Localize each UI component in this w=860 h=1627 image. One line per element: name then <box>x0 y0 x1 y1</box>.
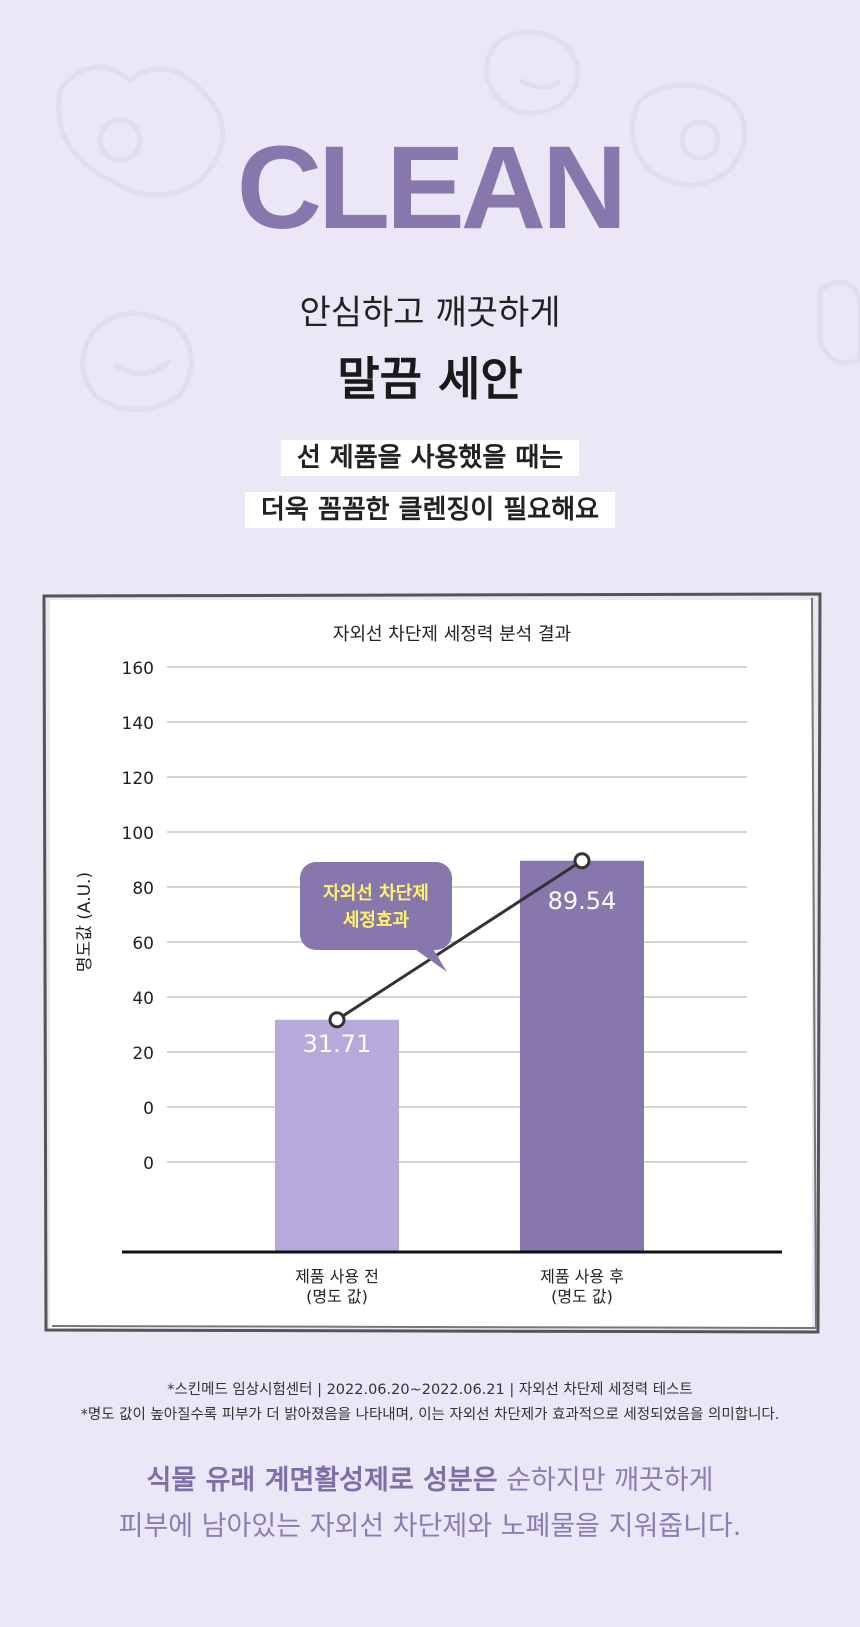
y-tick-label: 100 <box>122 824 154 844</box>
headline: CLEAN <box>236 122 627 254</box>
data-label: 31.71 <box>303 1030 372 1058</box>
y-tick-label: 160 <box>122 659 154 679</box>
tagline-line1-text: 선 제품을 사용했을 때는 <box>280 440 580 476</box>
trend-line <box>328 852 591 1029</box>
subtitle-line1: 안심하고 깨끗하게 <box>299 293 561 333</box>
category-label: 제품 사용 전 <box>295 1267 379 1286</box>
bottom-copy-line1: 식물 유래 계면활성제로 성분은 순하지만 깨끗하게 <box>0 1458 860 1497</box>
y-axis-label: 명도값 (A.U.) <box>75 872 95 972</box>
bars <box>275 860 644 1252</box>
bar <box>520 860 644 1252</box>
y-tick-label: 120 <box>122 769 154 789</box>
callout-tail <box>412 947 447 972</box>
callout-line1: 자외선 차단제 <box>323 883 429 904</box>
footnote-line1: *스킨메드 임상시험센터 | 2022.06.20~2022.06.21 | 자… <box>167 1382 693 1398</box>
callout-line2: 세정효과 <box>343 910 410 931</box>
doodle-decoration <box>56 29 860 413</box>
bottom-copy-emphasis: 식물 유래 계면활성제로 성분은 <box>146 1465 498 1496</box>
trend-line-segment <box>336 859 583 1022</box>
data-labels: 31.71 89.54 <box>303 887 617 1058</box>
y-ticks: 160 140 120 100 80 60 40 20 0 0 <box>122 659 154 1174</box>
tagline-line2-text: 더욱 꼼꼼한 클렌징이 필요해요 <box>244 492 616 528</box>
y-tick-label: 20 <box>132 1044 154 1064</box>
subtitle-line2: 말끔 세안 <box>337 352 523 406</box>
y-tick-label: 40 <box>132 989 154 1009</box>
chart-title: 자외선 차단제 세정력 분석 결과 <box>333 624 571 645</box>
y-tick-label: 140 <box>122 714 154 734</box>
chart-panel: 자외선 차단제 세정력 분석 결과 명도값 (A.U.) 160 140 120 10… <box>42 592 822 1334</box>
footnote-line2: *명도 값이 높아질수록 피부가 더 밝아졌음을 나타내며, 이는 자외선 차단… <box>80 1407 780 1423</box>
chart-background <box>50 600 812 1328</box>
trend-point <box>573 852 591 870</box>
category-label: (명도 값) <box>306 1287 368 1306</box>
chart-border-shadow <box>51 597 818 1330</box>
chart-border <box>42 592 822 1334</box>
callout-box <box>300 862 452 950</box>
tagline-line1: 선 제품을 사용했을 때는 <box>0 437 860 476</box>
tagline-line2: 더욱 꼼꼼한 클렌징이 필요해요 <box>0 489 860 528</box>
bar <box>275 1019 399 1252</box>
bar-chart: 자외선 차단제 세정력 분석 결과 명도값 (A.U.) 160 140 120 10… <box>42 592 822 1334</box>
callout-bubble: 자외선 차단제 세정효과 <box>300 862 452 972</box>
grid-lines <box>167 666 747 1163</box>
category-label: (명도 값) <box>551 1287 613 1306</box>
category-labels: 제품 사용 전(명도 값)제품 사용 후(명도 값) <box>295 1267 624 1306</box>
bottom-copy-line2: 피부에 남아있는 자외선 차단제와 노폐물을 지워줍니다. <box>118 1511 742 1542</box>
category-label: 제품 사용 후 <box>540 1267 624 1286</box>
bottom-copy-rest: 순하지만 깨끗하게 <box>497 1465 714 1496</box>
y-tick-label: 60 <box>132 934 154 954</box>
trend-point <box>328 1011 346 1029</box>
data-label: 89.54 <box>548 887 617 915</box>
y-tick-label: 80 <box>132 879 154 899</box>
y-tick-label: 0 <box>143 1099 154 1119</box>
y-tick-label: 0 <box>143 1154 154 1174</box>
